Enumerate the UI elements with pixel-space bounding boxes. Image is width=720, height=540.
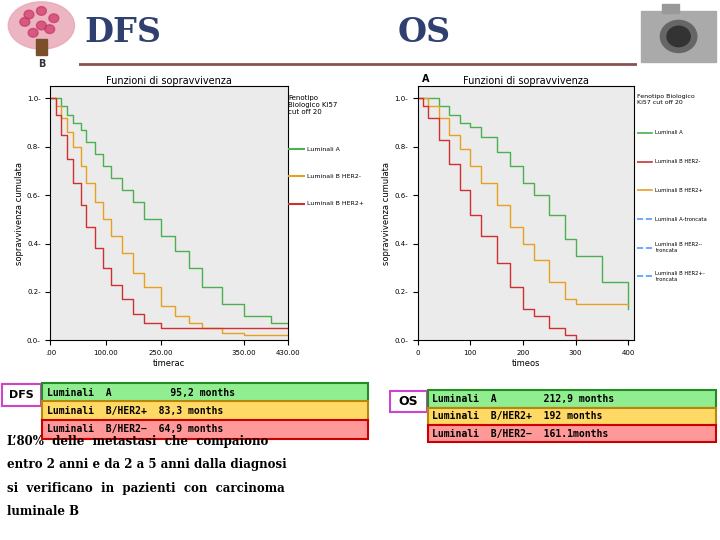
Text: Luminali A: Luminali A [307,147,340,152]
Text: B: B [37,59,45,69]
Title: Funzioni di sopravvivenza: Funzioni di sopravvivenza [107,76,232,86]
FancyBboxPatch shape [2,383,41,406]
Text: Luminali  A          95,2 months: Luminali A 95,2 months [47,388,235,397]
Text: Luminali B HER2--
troncata: Luminali B HER2-- troncata [655,242,703,253]
Text: L’80%  delle  metastasi  che  compaiono: L’80% delle metastasi che compaiono [7,435,269,448]
Text: Luminali A-troncata: Luminali A-troncata [655,217,707,221]
Text: Luminali B HER2+: Luminali B HER2+ [655,188,703,193]
FancyBboxPatch shape [42,383,368,402]
FancyBboxPatch shape [42,401,368,421]
FancyBboxPatch shape [42,420,368,439]
Text: Luminali  B/HER2−  161.1months: Luminali B/HER2− 161.1months [432,429,608,438]
Circle shape [37,21,46,30]
Text: Luminali B HER2+-
troncata: Luminali B HER2+- troncata [655,271,706,282]
Circle shape [45,25,55,33]
Text: Luminali B HER2-: Luminali B HER2- [307,174,361,179]
Bar [35,39,48,55]
Text: entro 2 anni e da 2 a 5 anni dalla diagnosi: entro 2 anni e da 2 a 5 anni dalla diagn… [7,458,287,471]
Text: Fenotipo Biologico
Ki57 cut off 20: Fenotipo Biologico Ki57 cut off 20 [637,94,695,105]
Circle shape [20,17,30,26]
Circle shape [667,26,690,46]
FancyBboxPatch shape [428,390,716,408]
Circle shape [24,10,34,19]
FancyBboxPatch shape [428,408,716,425]
X-axis label: timerac: timerac [153,359,185,368]
Text: Luminali A: Luminali A [655,130,683,136]
Title: Funzioni di sopravvivenza: Funzioni di sopravvivenza [463,76,588,86]
Y-axis label: sopravvivenza cumulata: sopravvivenza cumulata [15,162,24,265]
Text: Luminali  B/HER2+  83,3 months: Luminali B/HER2+ 83,3 months [47,406,223,416]
Text: DFS: DFS [85,16,162,49]
Text: OS: OS [397,16,451,49]
Y-axis label: sopravvivenza cumulata: sopravvivenza cumulata [382,162,392,265]
Text: Luminali  B/HER2+  192 months: Luminali B/HER2+ 192 months [432,411,602,421]
Text: A: A [422,74,429,84]
Circle shape [37,6,46,15]
Ellipse shape [9,2,75,49]
FancyBboxPatch shape [428,425,716,442]
Bar [642,11,716,62]
Circle shape [660,21,697,52]
FancyBboxPatch shape [390,391,427,411]
Text: si  verificano  in  pazienti  con  carcinoma: si verificano in pazienti con carcinoma [7,482,285,495]
Text: luminale B: luminale B [7,505,79,518]
Bar [662,4,679,13]
Text: DFS: DFS [9,390,34,400]
Circle shape [49,14,59,23]
Text: Fenotipo
Biologico Ki57
cut off 20: Fenotipo Biologico Ki57 cut off 20 [288,95,338,115]
Text: Luminali  A        212,9 months: Luminali A 212,9 months [432,394,614,404]
X-axis label: timeos: timeos [511,359,540,368]
Text: Luminali  B/HER2−  64,9 months: Luminali B/HER2− 64,9 months [47,424,223,435]
Text: Luminali B HER2+: Luminali B HER2+ [307,201,364,206]
Text: Luminali B HER2-: Luminali B HER2- [655,159,701,164]
Circle shape [28,29,38,37]
Text: OS: OS [399,395,418,408]
